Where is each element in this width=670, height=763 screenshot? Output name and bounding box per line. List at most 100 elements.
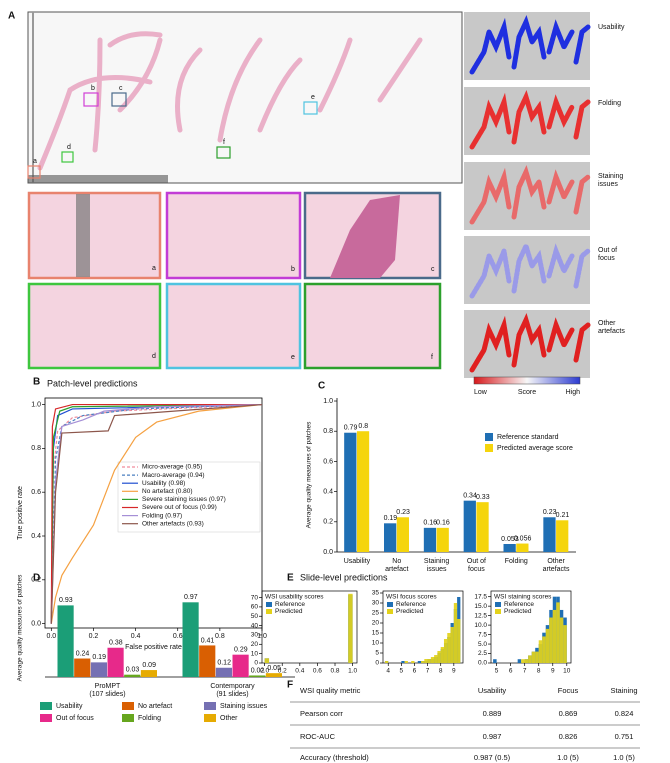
y-tick-label: 30 bbox=[372, 600, 380, 607]
roc-curve bbox=[50, 403, 262, 624]
legend-swatch bbox=[495, 609, 501, 614]
bar bbox=[543, 517, 556, 552]
legend-label: Predicted bbox=[504, 608, 532, 615]
roc-curve bbox=[50, 403, 263, 624]
y-axis-label: Average quality measures of patches bbox=[17, 574, 24, 682]
y-tick-label: 0.8 bbox=[31, 445, 41, 452]
legend-label: Reference standard bbox=[497, 434, 559, 441]
y-tick-label: 0.4 bbox=[31, 533, 41, 540]
legend-title: WSI staining scores bbox=[494, 594, 552, 601]
heatmap-label: Staining issues bbox=[598, 173, 623, 188]
hist-bar bbox=[545, 628, 550, 663]
table-cell: ROC-AUC bbox=[300, 732, 336, 741]
value-label: 0.053 bbox=[501, 536, 519, 543]
legend-swatch bbox=[40, 702, 52, 710]
text-line: focus bbox=[468, 566, 485, 573]
colorbar-title: Score bbox=[518, 389, 536, 396]
fold-shadow bbox=[76, 194, 90, 277]
x-tick-label: 0.0 bbox=[46, 633, 56, 640]
value-label: 0.056 bbox=[514, 535, 532, 542]
y-tick-label: 50 bbox=[251, 613, 259, 620]
legend-label: Micro-average (0.95) bbox=[142, 464, 202, 471]
value-label: 0.12 bbox=[217, 660, 231, 667]
hist-bar bbox=[457, 619, 461, 663]
text-line: (107 slides) bbox=[89, 691, 125, 698]
legend-label: Reference bbox=[275, 601, 305, 608]
plot-frame bbox=[44, 397, 263, 629]
bar bbox=[215, 667, 232, 677]
legend-label: Severe out of focus (0.99) bbox=[142, 504, 217, 511]
x-tick-label: No artefact bbox=[385, 558, 408, 573]
tissue-fragment bbox=[330, 195, 400, 278]
value-label: 0.02 bbox=[251, 667, 265, 674]
region-label: a bbox=[33, 158, 37, 165]
bar bbox=[199, 645, 216, 677]
y-axis-label: Average quality measures of patches bbox=[306, 421, 313, 529]
legend-label: Reference bbox=[504, 601, 534, 608]
value-label: 0.41 bbox=[201, 637, 215, 644]
bar bbox=[503, 543, 516, 552]
x-tick-label: Other artefacts bbox=[543, 558, 570, 573]
value-label: 0.23 bbox=[396, 509, 410, 516]
x-tick-label: 0.0 bbox=[260, 668, 269, 675]
table-header: Focus bbox=[558, 686, 579, 695]
y-tick-label: 10 bbox=[251, 650, 259, 657]
y-tick-label: 0.6 bbox=[323, 458, 333, 465]
panel-label: F bbox=[287, 680, 293, 691]
y-tick-label: 1.0 bbox=[31, 401, 41, 408]
bar bbox=[463, 500, 476, 552]
hist-bar bbox=[538, 640, 543, 663]
y-tick-label: 30 bbox=[251, 632, 259, 639]
bar bbox=[182, 602, 199, 677]
panel-label: E bbox=[287, 573, 294, 584]
bar bbox=[265, 673, 282, 677]
y-tick-label: 5.0 bbox=[478, 641, 487, 648]
x-tick-label: 1.0 bbox=[348, 668, 357, 675]
section-title: Slide-level predictions bbox=[300, 572, 388, 582]
x-tick-label: 0.2 bbox=[278, 668, 287, 675]
hist-bar bbox=[556, 602, 560, 663]
y-tick-label: 10.0 bbox=[474, 622, 487, 629]
x-tick-label: Out of focus bbox=[467, 558, 486, 573]
bar bbox=[423, 527, 437, 552]
value-label: 0.23 bbox=[543, 509, 557, 516]
bar bbox=[356, 431, 370, 552]
y-tick-label: 17.5 bbox=[474, 593, 487, 600]
bar bbox=[249, 675, 266, 677]
hist-bar bbox=[430, 657, 435, 663]
x-tick-label: Contemporary (91 slides) bbox=[210, 683, 255, 698]
hist-bar bbox=[450, 627, 454, 663]
legend-swatch bbox=[40, 714, 52, 722]
legend-label: Reference bbox=[396, 601, 426, 608]
text-line: artefacts bbox=[598, 328, 625, 335]
text-line: Other bbox=[547, 558, 565, 565]
y-tick-label: 10 bbox=[372, 640, 380, 647]
text-line: focus bbox=[598, 255, 615, 262]
y-tick-label: 25 bbox=[372, 610, 380, 617]
legend-label: Out of focus bbox=[56, 715, 94, 722]
y-tick-label: 0.0 bbox=[478, 660, 487, 667]
hist-bar bbox=[559, 617, 564, 663]
x-tick-label: 9 bbox=[551, 668, 555, 675]
heatmap-label: Out of focus bbox=[598, 247, 617, 262]
x-tick-label: Staining issues bbox=[424, 558, 449, 573]
plot-frame bbox=[261, 590, 358, 664]
legend-label: Usability bbox=[56, 703, 83, 710]
x-tick-label: 7 bbox=[523, 668, 527, 675]
region-label: d bbox=[67, 144, 71, 151]
region-boxes bbox=[27, 92, 318, 179]
legend-label: Staining issues bbox=[220, 703, 268, 710]
text-line: Out of bbox=[598, 247, 617, 254]
legend-title: WSI focus scores bbox=[386, 594, 437, 601]
legend-label: Other artefacts (0.93) bbox=[142, 520, 204, 527]
hist-bar bbox=[521, 659, 525, 663]
text-line: Out of bbox=[467, 558, 486, 565]
value-label: 0.8 bbox=[358, 423, 368, 430]
x-tick-label: 6 bbox=[413, 668, 417, 675]
table-cell: 1.0 (5) bbox=[613, 753, 635, 762]
text-line: Staining bbox=[424, 558, 449, 565]
bar bbox=[556, 520, 569, 552]
y-tick-label: 20 bbox=[251, 641, 259, 648]
hist-bar bbox=[542, 636, 546, 663]
